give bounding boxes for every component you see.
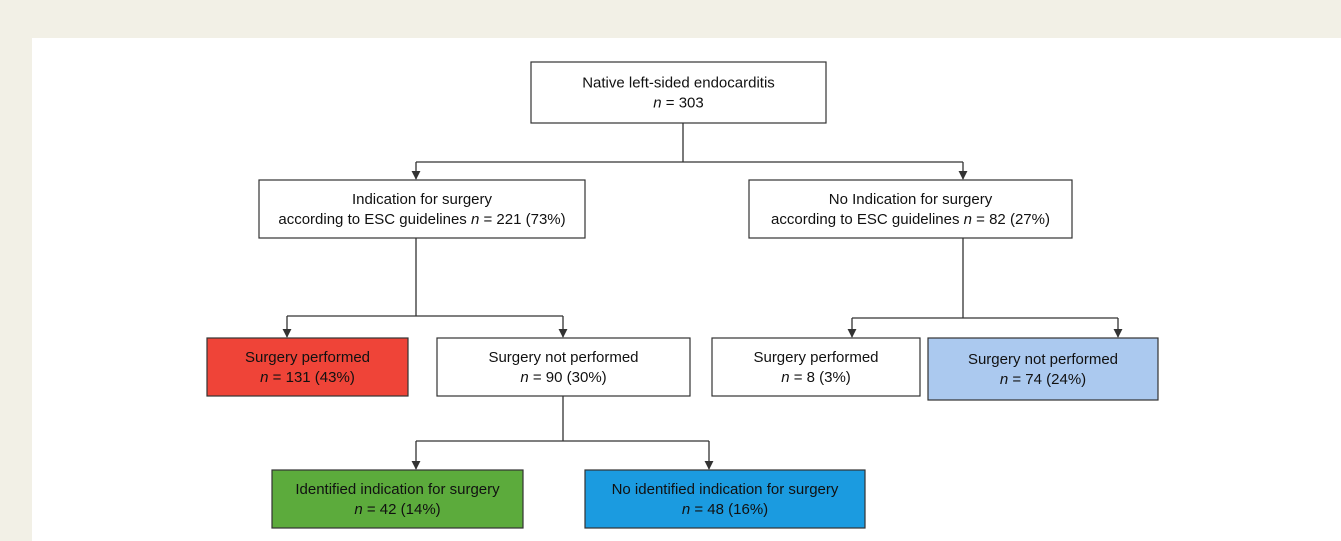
node-text: according to ESC guidelines n = 82 (27%) (771, 211, 1050, 228)
node-text: n = 303 (653, 95, 703, 112)
node-text: No identified indication for surgery (612, 481, 839, 498)
nodes: Native left-sided endocarditis n = 303 Ind… (206, 61, 1159, 529)
node-label: Surgery not performed (488, 349, 638, 366)
n-symbol: n (260, 369, 268, 386)
node-label: = 74 (24%) (1008, 371, 1086, 388)
node: Native left-sided endocarditis n = 303 (530, 61, 827, 124)
node: No Indication for surgery according to ES… (748, 179, 1073, 239)
node-label: Identified indication for surgery (295, 481, 500, 498)
node: Surgery performed n = 131 (43%) (206, 337, 409, 397)
node-label: = 42 (14%) (363, 501, 441, 518)
node-label: Native left-sided endocarditis (582, 75, 775, 92)
connector (852, 238, 1118, 319)
node-box (584, 469, 866, 529)
node-label: according to ESC guidelines (278, 211, 471, 228)
n-symbol: n (1000, 371, 1008, 388)
node: Identified indication for surgery n = 42 … (271, 469, 524, 529)
node-label: = 131 (43%) (269, 369, 355, 386)
node-label: = 82 (27%) (972, 211, 1050, 228)
node-label: according to ESC guidelines (771, 211, 964, 228)
node-label: = 303 (662, 95, 704, 112)
node-label: = 221 (73%) (479, 211, 565, 228)
node-text: Identified indication for surgery (295, 481, 500, 498)
node-box (927, 337, 1159, 401)
node-text: n = 48 (16%) (682, 501, 768, 518)
connector (416, 123, 963, 163)
node-label: Surgery performed (245, 349, 370, 366)
node-box (271, 469, 524, 529)
n-symbol: n (964, 211, 972, 228)
connectors (282, 123, 1123, 470)
n-symbol: n (471, 211, 479, 228)
n-symbol: n (520, 369, 528, 386)
node-label: Surgery not performed (968, 351, 1118, 368)
node-label: = 48 (16%) (690, 501, 768, 518)
n-symbol: n (354, 501, 362, 518)
node-label: = 8 (3%) (790, 369, 851, 386)
node-text: Surgery not performed (968, 351, 1118, 368)
node: Surgery not performed n = 90 (30%) (436, 337, 691, 397)
node-label: No Indication for surgery (829, 191, 993, 208)
node: Indication for surgery according to ESC g… (258, 179, 586, 239)
node: Surgery performed n = 8 (3%) (711, 337, 921, 397)
node-text: Surgery not performed (488, 349, 638, 366)
node-text: n = 8 (3%) (781, 369, 851, 386)
node-box (711, 337, 921, 397)
node-text: according to ESC guidelines n = 221 (73%… (278, 211, 565, 228)
n-symbol: n (781, 369, 789, 386)
node-text: n = 74 (24%) (1000, 371, 1086, 388)
node-label: No identified indication for surgery (612, 481, 839, 498)
node-text: No Indication for surgery (829, 191, 993, 208)
node: No identified indication for surgery n = … (584, 469, 866, 529)
node-text: Native left-sided endocarditis (582, 75, 775, 92)
node-label: = 90 (30%) (529, 369, 607, 386)
node-box (258, 179, 586, 239)
node-text: n = 90 (30%) (520, 369, 606, 386)
n-symbol: n (653, 95, 661, 112)
node-label: Surgery performed (753, 349, 878, 366)
node-text: n = 42 (14%) (354, 501, 440, 518)
connector (287, 238, 563, 317)
node-box (436, 337, 691, 397)
node-label: Indication for surgery (352, 191, 493, 208)
node-text: Indication for surgery (352, 191, 493, 208)
node-box (748, 179, 1073, 239)
node-text: n = 131 (43%) (260, 369, 355, 386)
node-box (530, 61, 827, 124)
node: Surgery not performed n = 74 (24%) (927, 337, 1159, 401)
node-box (206, 337, 409, 397)
connector (416, 396, 709, 442)
node-text: Surgery performed (245, 349, 370, 366)
n-symbol: n (682, 501, 690, 518)
node-text: Surgery performed (753, 349, 878, 366)
